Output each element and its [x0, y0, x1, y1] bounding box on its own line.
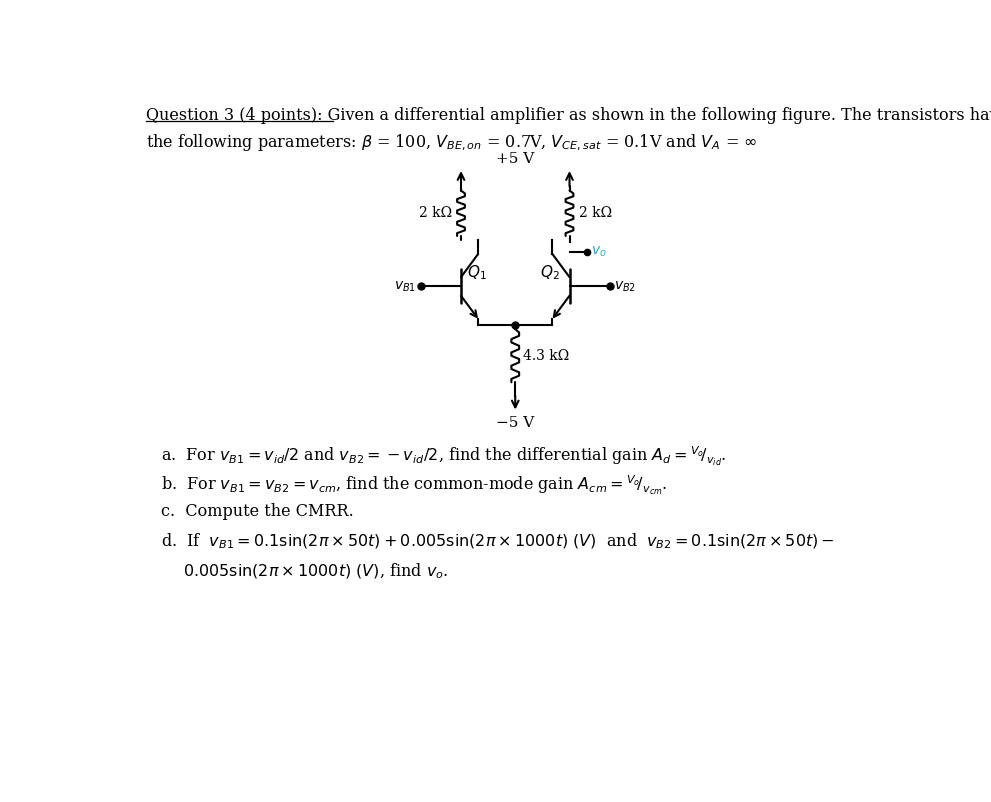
- Text: $v_o$: $v_o$: [592, 245, 606, 259]
- Text: c.  Compute the CMRR.: c. Compute the CMRR.: [162, 503, 354, 520]
- Text: $v_{B2}$: $v_{B2}$: [614, 279, 636, 294]
- Text: 2 kΩ: 2 kΩ: [418, 206, 452, 221]
- Text: Question 3 (4 points): Given a differential amplifier as shown in the following : Question 3 (4 points): Given a different…: [146, 107, 991, 124]
- Text: $v_{B1}$: $v_{B1}$: [394, 279, 416, 294]
- Text: $Q_2$: $Q_2$: [540, 263, 560, 282]
- Text: d.  If  $v_{B1} = 0.1\sin(2\pi \times 50t) + 0.005\sin(2\pi \times 1000t)$ $(V)$: d. If $v_{B1} = 0.1\sin(2\pi \times 50t)…: [162, 532, 834, 552]
- Text: b.  For $v_{B1} = v_{B2} = v_{cm}$, find the common-mode gain $A_{cm} = {^{V_o}\: b. For $v_{B1} = v_{B2} = v_{cm}$, find …: [162, 473, 668, 496]
- Text: $0.005\sin(2\pi \times 1000t)$ $(V)$, find $v_o$.: $0.005\sin(2\pi \times 1000t)$ $(V)$, fi…: [182, 561, 448, 581]
- Text: the following parameters: $\beta$ = 100, $V_{BE,on}$ = 0.7V, $V_{CE,sat}$ = 0.1V: the following parameters: $\beta$ = 100,…: [146, 132, 757, 153]
- Text: 4.3 kΩ: 4.3 kΩ: [523, 349, 569, 363]
- Text: $Q_1$: $Q_1$: [467, 263, 487, 282]
- Text: a.  For $v_{B1} = v_{id}/2$ and $v_{B2} = -v_{id}/2$, find the differential gain: a. For $v_{B1} = v_{id}/2$ and $v_{B2} =…: [162, 444, 726, 468]
- Text: 2 kΩ: 2 kΩ: [579, 206, 611, 221]
- Text: +5 V: +5 V: [496, 152, 534, 166]
- Text: −5 V: −5 V: [496, 415, 534, 430]
